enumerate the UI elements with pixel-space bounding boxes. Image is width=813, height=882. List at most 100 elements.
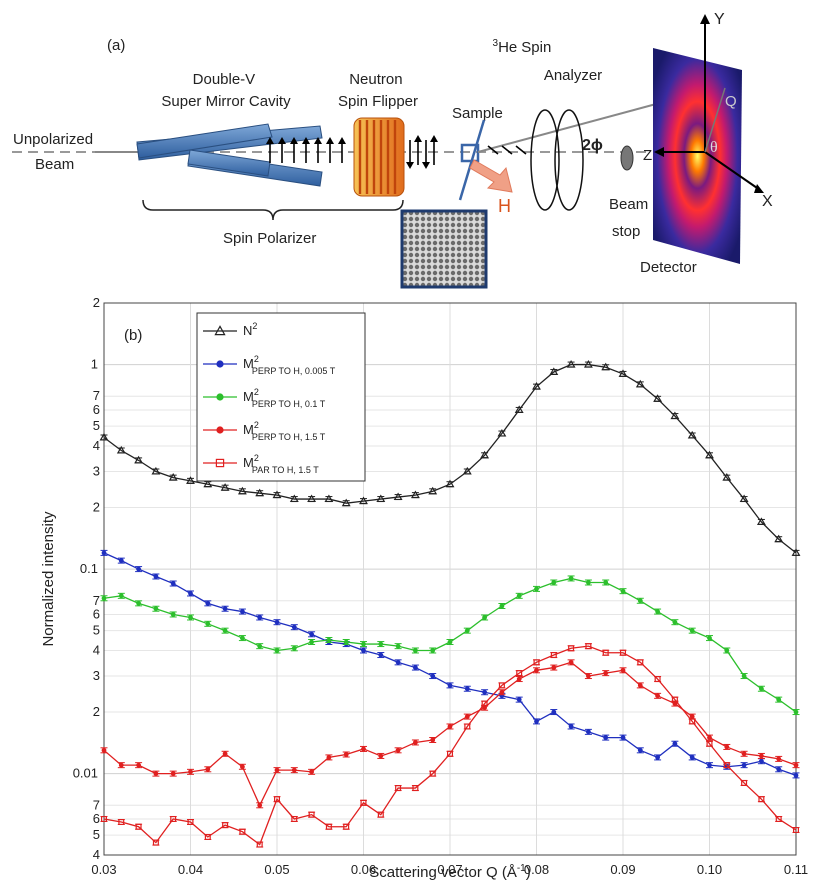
data-point bbox=[412, 785, 419, 792]
data-point bbox=[532, 382, 541, 390]
data-point bbox=[203, 479, 213, 488]
data-point bbox=[707, 735, 712, 740]
axis-y-label: Y bbox=[714, 11, 725, 28]
data-point bbox=[551, 665, 557, 670]
legend-label: M2 PERP TO H, 0.005 T bbox=[243, 354, 336, 376]
data-point bbox=[361, 648, 366, 653]
data-point bbox=[602, 649, 609, 656]
data-point bbox=[101, 747, 107, 753]
data-point bbox=[118, 762, 124, 768]
data-point bbox=[741, 673, 747, 679]
y-tick-label: 6 bbox=[93, 606, 100, 621]
data-point bbox=[168, 473, 178, 481]
data-point bbox=[759, 753, 764, 759]
data-point bbox=[551, 580, 557, 585]
sample-label: Sample bbox=[452, 105, 503, 122]
data-point bbox=[447, 724, 453, 729]
x-tick-label: 0.03 bbox=[91, 862, 116, 877]
theta-label: θ bbox=[710, 139, 718, 156]
data-point bbox=[689, 718, 696, 725]
data-point bbox=[361, 746, 366, 752]
data-point bbox=[378, 652, 384, 658]
data-point bbox=[101, 550, 107, 556]
data-point bbox=[118, 558, 124, 564]
series-1 bbox=[99, 359, 801, 556]
data-point bbox=[100, 815, 107, 822]
data-point bbox=[430, 648, 436, 653]
data-point bbox=[170, 612, 176, 617]
data-point bbox=[775, 815, 782, 822]
data-point bbox=[550, 652, 557, 659]
data-point bbox=[776, 756, 782, 762]
data-point bbox=[361, 641, 366, 647]
data-point bbox=[343, 639, 349, 645]
data-point bbox=[498, 682, 505, 689]
legend-marker bbox=[215, 458, 225, 468]
x-tick-label: 0.10 bbox=[697, 862, 722, 877]
data-point bbox=[430, 673, 436, 679]
legend-marker bbox=[214, 325, 226, 336]
data-point bbox=[534, 586, 539, 592]
data-point bbox=[428, 486, 438, 495]
data-point bbox=[309, 639, 314, 645]
data-point bbox=[672, 741, 678, 747]
data-point bbox=[170, 771, 176, 777]
y-tick-label: 4 bbox=[93, 642, 100, 657]
legend-item: M2 PERP TO H, 0.1 T bbox=[203, 387, 326, 409]
data-point bbox=[170, 815, 177, 822]
super-mirror-cavity bbox=[136, 123, 323, 187]
data-point bbox=[308, 811, 315, 818]
data-point bbox=[687, 430, 697, 439]
data-point bbox=[222, 751, 228, 757]
data-point bbox=[689, 755, 695, 760]
data-point bbox=[637, 659, 644, 666]
data-point bbox=[237, 486, 247, 495]
data-point bbox=[101, 595, 107, 601]
data-point bbox=[136, 566, 142, 572]
data-point bbox=[464, 723, 471, 730]
data-point bbox=[655, 693, 660, 699]
data-point bbox=[791, 548, 801, 556]
data-point bbox=[430, 737, 436, 743]
data-point bbox=[516, 593, 522, 599]
x-axis-label: Scattering vector Q (Å-1) bbox=[369, 863, 530, 881]
data-point bbox=[585, 643, 592, 650]
plot-frame bbox=[103, 302, 797, 856]
data-point bbox=[240, 635, 245, 641]
x-tick-label: 0.09 bbox=[610, 862, 635, 877]
detector-label: Detector bbox=[640, 259, 697, 276]
data-series bbox=[99, 359, 801, 848]
data-point bbox=[343, 752, 349, 757]
data-point bbox=[377, 811, 384, 818]
coordinate-axes bbox=[660, 22, 761, 191]
data-point bbox=[722, 473, 732, 481]
data-point bbox=[240, 609, 245, 614]
spin-polarizer-label: Spin Polarizer bbox=[223, 230, 316, 247]
data-point bbox=[395, 785, 402, 792]
y-tick-label: 7 bbox=[93, 593, 100, 608]
legend-marker bbox=[216, 426, 224, 434]
y-tick-label: 3 bbox=[93, 668, 100, 683]
data-point bbox=[706, 740, 713, 747]
data-point bbox=[222, 606, 228, 612]
data-point bbox=[707, 635, 712, 641]
data-point bbox=[447, 682, 453, 688]
data-point bbox=[378, 641, 384, 647]
data-point bbox=[151, 466, 161, 475]
spin-flipper-label: Neutron Spin Flipper bbox=[338, 71, 418, 110]
data-point bbox=[724, 648, 730, 653]
data-point bbox=[324, 494, 334, 503]
legend-item: M2 PERP TO H, 0.005 T bbox=[203, 354, 336, 376]
data-point bbox=[152, 839, 159, 846]
data-point bbox=[619, 649, 626, 656]
data-point bbox=[136, 762, 142, 768]
data-point bbox=[516, 697, 522, 703]
data-point bbox=[291, 767, 297, 773]
data-point bbox=[497, 428, 507, 437]
data-point bbox=[204, 833, 211, 840]
data-point bbox=[326, 755, 332, 760]
data-point bbox=[291, 624, 297, 630]
spin-arrows bbox=[269, 140, 435, 165]
data-point bbox=[255, 488, 265, 497]
legend-label: N2 bbox=[243, 321, 257, 338]
